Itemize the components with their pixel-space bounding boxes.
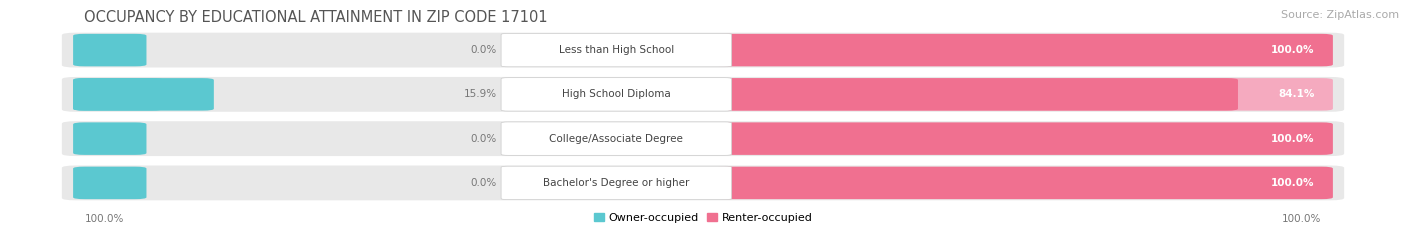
Text: Source: ZipAtlas.com: Source: ZipAtlas.com <box>1281 10 1399 21</box>
Text: Less than High School: Less than High School <box>558 45 673 55</box>
FancyBboxPatch shape <box>73 34 146 66</box>
FancyBboxPatch shape <box>713 122 1333 155</box>
Text: Bachelor's Degree or higher: Bachelor's Degree or higher <box>543 178 689 188</box>
Text: 100.0%: 100.0% <box>1271 45 1315 55</box>
Legend: Owner-occupied, Renter-occupied: Owner-occupied, Renter-occupied <box>589 209 817 227</box>
FancyBboxPatch shape <box>62 121 1344 156</box>
FancyBboxPatch shape <box>713 78 1333 111</box>
FancyBboxPatch shape <box>62 165 1344 200</box>
FancyBboxPatch shape <box>501 122 731 155</box>
FancyBboxPatch shape <box>713 167 1333 199</box>
Text: 100.0%: 100.0% <box>84 214 124 224</box>
Text: 84.1%: 84.1% <box>1278 89 1315 99</box>
Text: 0.0%: 0.0% <box>471 45 496 55</box>
FancyBboxPatch shape <box>73 122 146 155</box>
FancyBboxPatch shape <box>501 33 731 67</box>
Text: College/Associate Degree: College/Associate Degree <box>550 134 683 144</box>
Text: 100.0%: 100.0% <box>1271 178 1315 188</box>
FancyBboxPatch shape <box>713 78 1237 111</box>
FancyBboxPatch shape <box>73 78 163 111</box>
FancyBboxPatch shape <box>501 78 731 111</box>
Text: 100.0%: 100.0% <box>1282 214 1322 224</box>
FancyBboxPatch shape <box>62 33 1344 68</box>
Text: 100.0%: 100.0% <box>1271 134 1315 144</box>
FancyBboxPatch shape <box>73 78 214 111</box>
Text: High School Diploma: High School Diploma <box>562 89 671 99</box>
FancyBboxPatch shape <box>713 34 1333 66</box>
Text: 0.0%: 0.0% <box>471 178 496 188</box>
Text: 15.9%: 15.9% <box>464 89 496 99</box>
FancyBboxPatch shape <box>62 77 1344 112</box>
Text: OCCUPANCY BY EDUCATIONAL ATTAINMENT IN ZIP CODE 17101: OCCUPANCY BY EDUCATIONAL ATTAINMENT IN Z… <box>84 10 548 25</box>
FancyBboxPatch shape <box>73 167 146 199</box>
FancyBboxPatch shape <box>501 166 731 200</box>
Text: 0.0%: 0.0% <box>471 134 496 144</box>
